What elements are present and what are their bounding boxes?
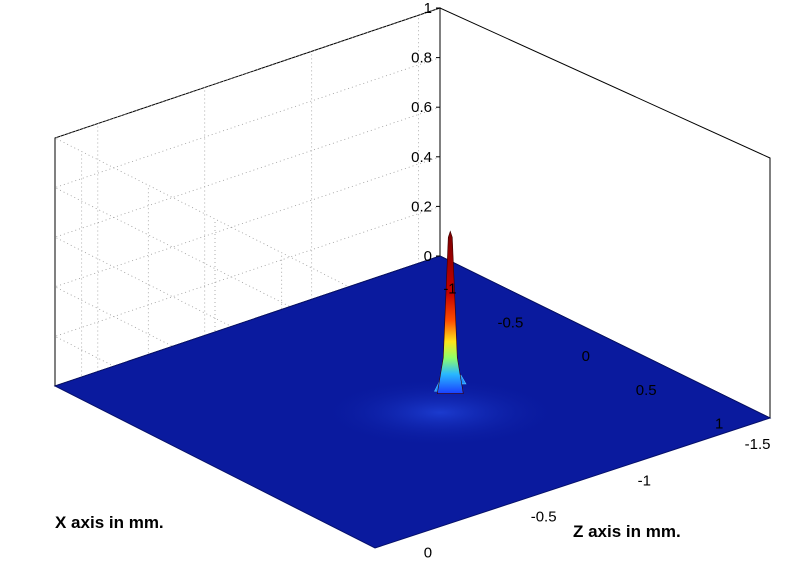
surface-floor [53, 255, 772, 549]
z-tick-label: 0.8 [411, 50, 432, 67]
z-axis-label: Z axis in mm. [573, 522, 681, 541]
y-tick-label: -0.5 [531, 508, 557, 525]
z-tick-label: 0 [424, 248, 432, 265]
y-tick-label: -1.5 [745, 436, 771, 453]
z-tick-label: 0.2 [411, 198, 432, 215]
z-tick-label: 1 [424, 0, 432, 17]
x-axis-label: X axis in mm. [55, 513, 164, 532]
peak-spike [436, 230, 464, 394]
tick-labels: 0 0.2 0.4 0.6 0.8 1 -1 -0.5 0 0.5 1 -1.5 -1 -0.5 0 [411, 0, 770, 562]
y-tick-label: 0 [424, 545, 432, 562]
x-tick-label: -1 [443, 281, 456, 298]
x-tick-label: 0 [582, 348, 590, 365]
z-tick-label: 0.6 [411, 99, 432, 116]
x-tick-label: -0.5 [497, 314, 523, 331]
y-tick-label: -1 [638, 472, 651, 489]
x-tick-label: 0.5 [636, 382, 657, 399]
z-tick-label: 0.4 [411, 149, 432, 166]
x-tick-label: 1 [715, 416, 723, 433]
floor-glow [320, 377, 561, 448]
peak-surface [436, 230, 464, 394]
